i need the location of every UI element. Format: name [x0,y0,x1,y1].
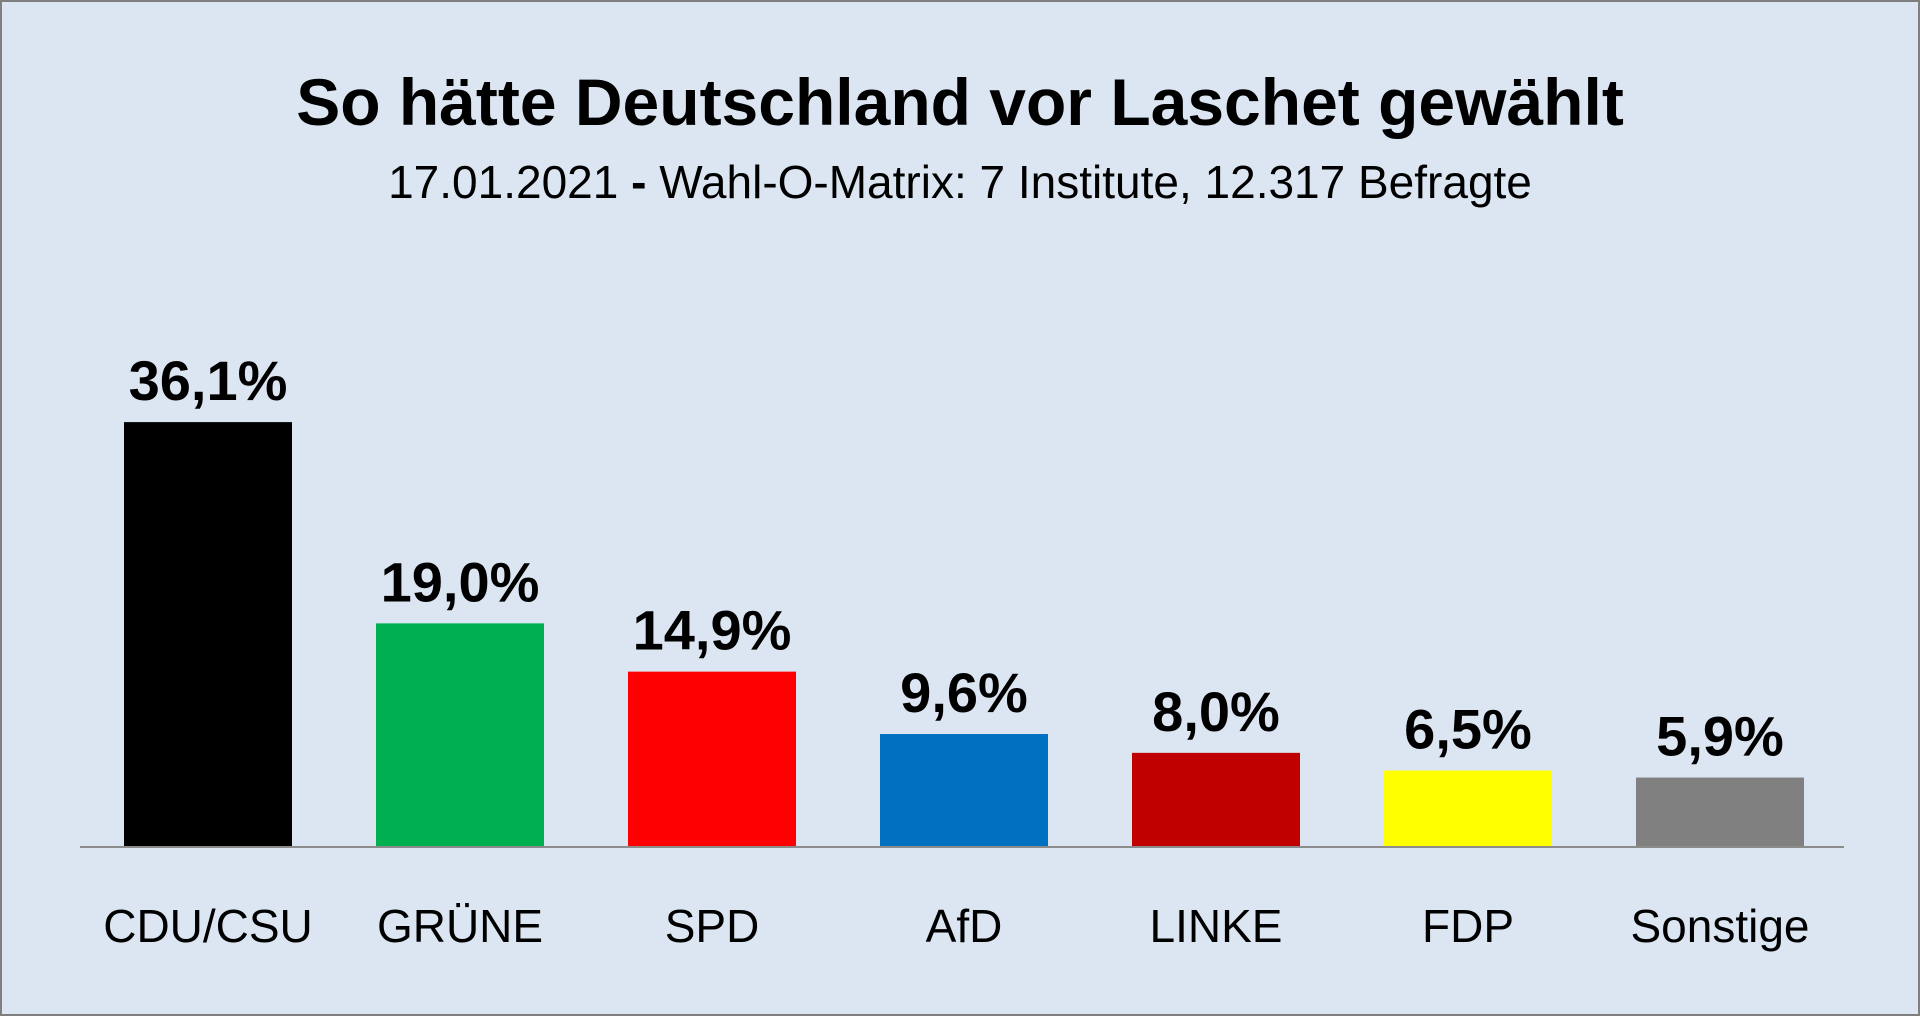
subtitle-separator: - [631,156,647,208]
category-label: LINKE [1150,900,1283,952]
bar-value-label: 5,9% [1656,705,1784,768]
bar-value-label: 36,1% [129,349,288,412]
bar-value-label: 14,9% [633,599,792,662]
subtitle-source: Wahl-O-Matrix: 7 Institute, 12.317 Befra… [659,156,1532,208]
bar-fdp [1384,770,1552,847]
category-label: FDP [1422,900,1514,952]
category-label: CDU/CSU [103,900,313,952]
bar-cdu-csu [124,422,292,847]
bar-value-label: 9,6% [900,661,1028,724]
category-label: Sonstige [1630,900,1809,952]
chart-title: So hätte Deutschland vor Laschet gewählt [296,65,1624,139]
category-label: AfD [926,900,1003,952]
bar-value-label: 8,0% [1152,680,1280,743]
chart-subtitle: 17.01.2021 - Wahl-O-Matrix: 7 Institute,… [2,152,1918,212]
bar-value-label: 19,0% [381,550,540,613]
bar-value-label: 6,5% [1404,697,1532,760]
subtitle-date: 17.01.2021 [388,156,619,208]
bar-afd [880,734,1048,847]
bar-sonstige [1636,777,1804,847]
category-label: GRÜNE [377,900,543,952]
bar-grüne [376,623,544,847]
category-label: SPD [665,900,760,952]
bar-spd [628,671,796,847]
bar-linke [1132,752,1300,847]
